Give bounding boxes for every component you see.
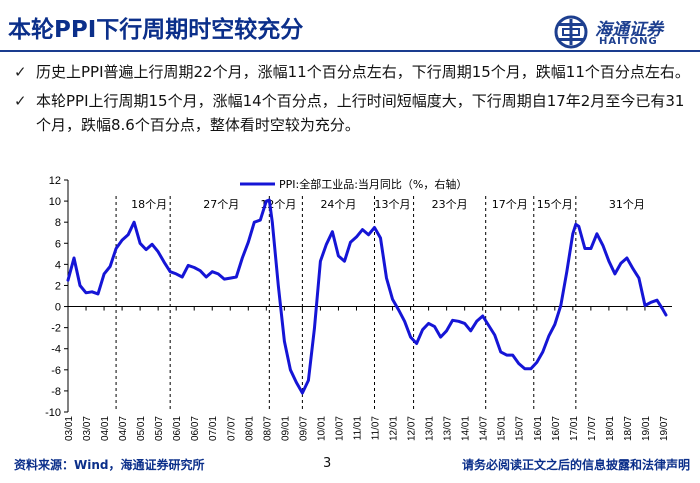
x-tick-label: 12/01 <box>389 416 400 441</box>
ppi-series-line <box>66 198 668 395</box>
x-tick-label: 10/01 <box>316 416 327 441</box>
y-tick-label: 10 <box>49 196 61 208</box>
source-note: 资料来源：Wind，海通证券研究所 <box>14 458 205 472</box>
x-tick-label: 04/07 <box>118 416 129 441</box>
x-tick-label: 17/01 <box>569 416 580 441</box>
title-divider <box>0 50 700 52</box>
x-tick-label: 08/07 <box>262 416 273 441</box>
slide-title: 本轮PPI下行周期时空较充分 <box>8 17 304 43</box>
bullet-text: 本轮PPI上行周期15个月，涨幅14个百分点，上行时间短幅度大，下行周期自17年… <box>36 92 685 134</box>
x-tick-label: 09/07 <box>298 416 309 441</box>
y-tick-label: -2 <box>51 323 61 335</box>
x-tick-label: 14/07 <box>479 416 490 441</box>
company-logo: 海通证券 HAITONG <box>553 14 693 50</box>
x-tick-label: 19/01 <box>641 416 652 441</box>
x-tick-label: 05/07 <box>154 416 165 441</box>
y-tick-label: 6 <box>55 238 61 250</box>
x-tick-label: 16/01 <box>533 416 544 441</box>
x-tick-label: 09/01 <box>280 416 291 441</box>
checkmark-icon: ✓ <box>14 63 27 81</box>
haitong-logo-icon <box>554 15 588 49</box>
x-tick-label: 15/01 <box>497 416 508 441</box>
x-tick-label: 14/01 <box>461 416 472 441</box>
x-tick-label: 06/07 <box>190 416 201 441</box>
disclaimer-note: 请务必阅读正文之后的信息披露和法律声明 <box>461 458 690 472</box>
bullet-item: ✓ 本轮PPI上行周期15个月，涨幅14个百分点，上行时间短幅度大，下行周期自1… <box>14 89 690 137</box>
y-tick-label: -6 <box>51 365 61 377</box>
x-tick-label: 03/01 <box>64 416 75 441</box>
y-tick-label: 4 <box>55 259 61 271</box>
cycle-duration-label: 17个月 <box>492 198 528 211</box>
logo-chinese-name: 海通证券 <box>595 20 663 40</box>
x-tick-label: 13/07 <box>443 416 454 441</box>
y-tick-label: -10 <box>45 407 61 419</box>
ppi-line-chart: -10 -8 -6 -4 -2 0 2 4 6 8 10 12 03/01 03/07 04/01 04/07… <box>45 175 672 441</box>
cycle-duration-label: 23个月 <box>432 198 468 211</box>
x-tick-label: 08/01 <box>244 416 255 441</box>
logo-english-name: HAITONG <box>599 36 658 47</box>
x-tick-label: 15/07 <box>515 416 526 441</box>
y-tick-label: 0 <box>55 302 61 314</box>
x-tick-label: 03/07 <box>82 416 93 441</box>
x-tick-label: 17/07 <box>587 416 598 441</box>
page-number: 3 <box>323 456 332 471</box>
cycle-duration-label: 24个月 <box>320 198 356 211</box>
cycle-duration-label: 18个月 <box>131 198 167 211</box>
x-tick-label: 07/07 <box>226 416 237 441</box>
bullet-text: 历史上PPI普遍上行周期22个月，涨幅11个百分点左右，下行周期15个月，跌幅1… <box>36 63 690 81</box>
x-tick-label: 04/01 <box>100 416 111 441</box>
y-tick-label: 2 <box>55 280 61 292</box>
y-tick-label: -8 <box>51 386 61 398</box>
x-tick-label: 13/01 <box>425 416 436 441</box>
x-tick-label: 16/07 <box>551 416 562 441</box>
x-tick-label: 07/01 <box>208 416 219 441</box>
x-tick-label: 06/01 <box>172 416 183 441</box>
cycle-duration-label: 13个月 <box>375 198 411 211</box>
x-tick-label: 11/01 <box>352 416 363 441</box>
legend-label: PPI:全部工业品:当月同比（%，右轴） <box>279 177 467 191</box>
x-tick-label: 12/07 <box>407 416 418 441</box>
cycle-duration-label: 27个月 <box>203 198 239 211</box>
x-tick-label: 19/07 <box>659 416 670 441</box>
x-tick-label: 10/07 <box>334 416 345 441</box>
checkmark-icon: ✓ <box>14 92 27 110</box>
cycle-duration-label: 15个月 <box>537 198 573 211</box>
y-tick-label: 8 <box>55 217 61 229</box>
y-tick-label: 12 <box>49 175 61 187</box>
x-tick-label: 18/01 <box>605 416 616 441</box>
x-tick-label: 11/07 <box>371 416 382 441</box>
x-tick-label: 18/07 <box>623 416 634 441</box>
y-tick-label: -4 <box>51 344 61 356</box>
bullet-item: ✓ 历史上PPI普遍上行周期22个月，涨幅11个百分点左右，下行周期15个月，跌… <box>14 60 690 84</box>
x-tick-label: 05/01 <box>136 416 147 441</box>
bullet-list: ✓ 历史上PPI普遍上行周期22个月，涨幅11个百分点左右，下行周期15个月，跌… <box>14 60 690 142</box>
cycle-duration-label: 31个月 <box>609 198 645 211</box>
